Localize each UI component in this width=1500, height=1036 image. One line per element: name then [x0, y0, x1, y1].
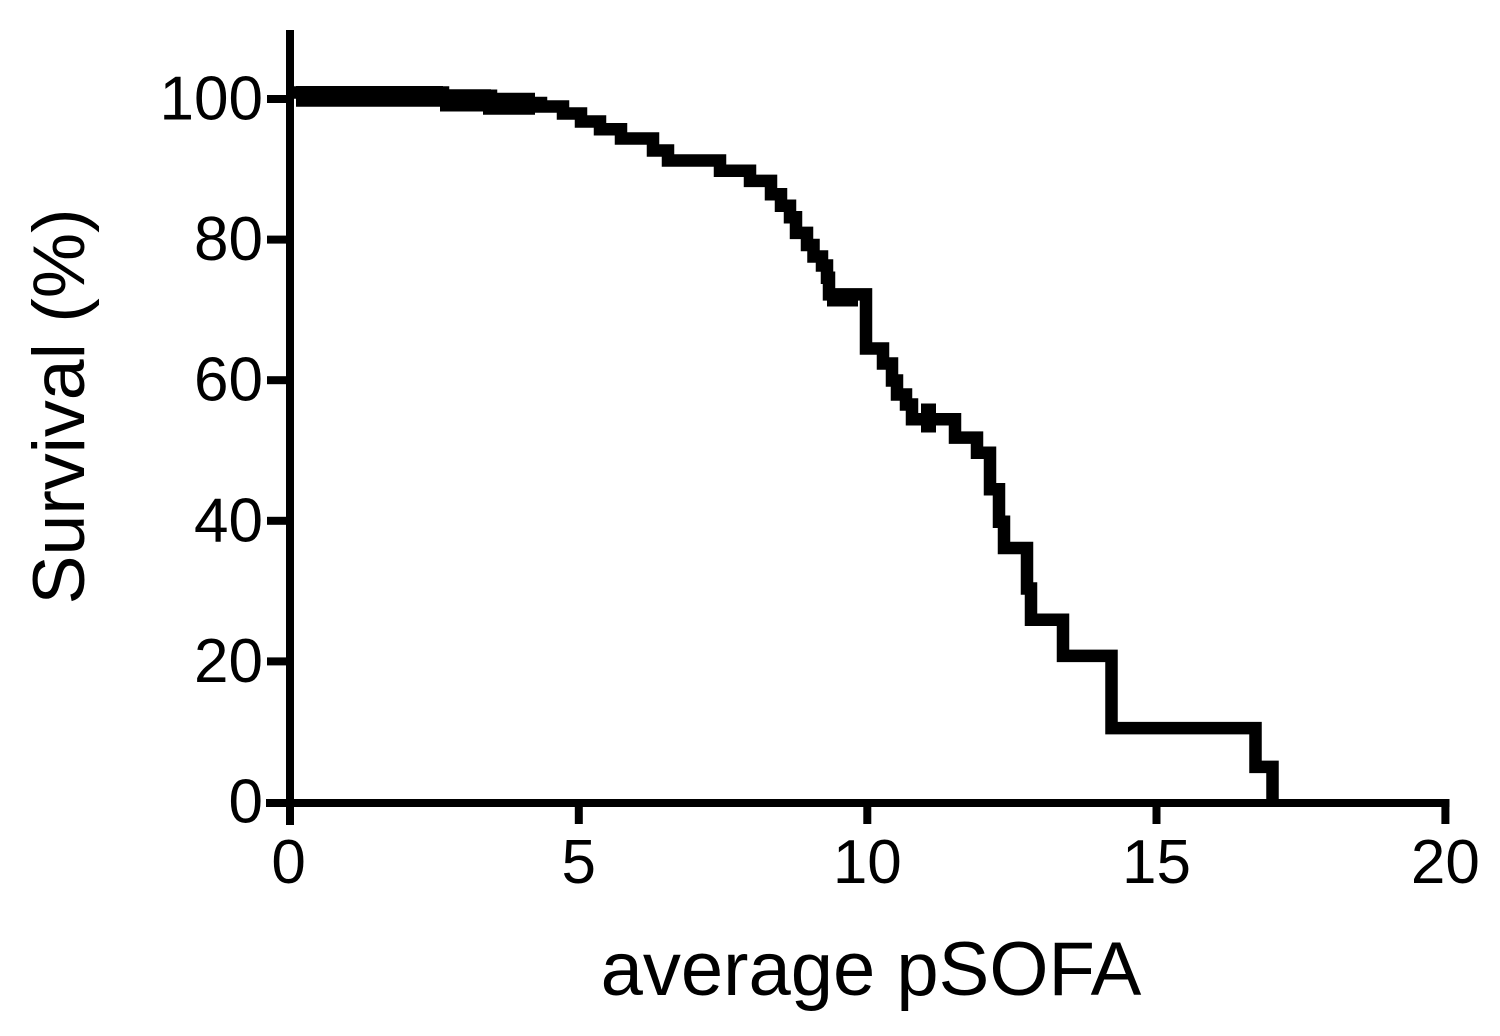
svg-text:100: 100 — [160, 65, 263, 134]
svg-text:15: 15 — [1122, 828, 1191, 897]
svg-text:5: 5 — [562, 828, 596, 897]
svg-text:40: 40 — [194, 486, 263, 555]
svg-text:0: 0 — [271, 828, 305, 897]
svg-text:20: 20 — [194, 627, 263, 696]
svg-text:Survival (%): Survival (%) — [17, 208, 100, 604]
svg-text:average pSOFA: average pSOFA — [601, 927, 1142, 1012]
svg-text:10: 10 — [833, 828, 902, 897]
svg-text:0: 0 — [229, 768, 263, 837]
svg-text:60: 60 — [194, 346, 263, 415]
svg-text:20: 20 — [1411, 828, 1480, 897]
svg-text:80: 80 — [194, 205, 263, 274]
